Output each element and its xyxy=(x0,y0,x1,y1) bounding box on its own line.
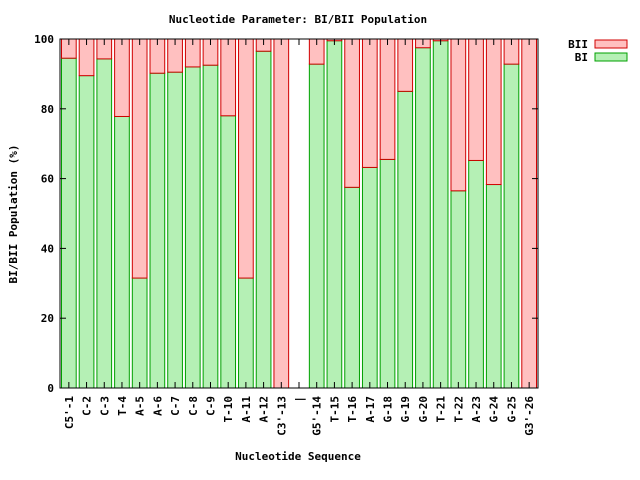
bar-bi-22 xyxy=(450,190,467,389)
x-tick-label-15: T-15 xyxy=(328,396,341,423)
bar-bii-18 xyxy=(379,38,396,160)
bar-bi-9 xyxy=(220,115,237,389)
bar-bi-8 xyxy=(202,64,219,389)
bar-bi-11 xyxy=(255,50,272,389)
x-tick-label-7: C-8 xyxy=(187,396,200,416)
x-tick-label-20: G-20 xyxy=(417,396,430,423)
bar-bii-26 xyxy=(521,38,538,389)
x-tick-label-17: A-17 xyxy=(364,396,377,423)
x-tick-label-0: C5'-1 xyxy=(63,396,76,429)
bar-bii-17 xyxy=(361,38,378,168)
x-tick-label-6: C-7 xyxy=(169,396,182,416)
bar-bi-19 xyxy=(397,90,414,389)
bar-bi-2 xyxy=(96,58,113,389)
y-tick-label-5: 100 xyxy=(34,33,54,46)
x-tick-label-23: A-23 xyxy=(470,396,483,423)
bar-bi-6 xyxy=(167,71,183,389)
bar-bi-1 xyxy=(78,75,95,389)
x-tick-label-19: G-19 xyxy=(399,396,412,423)
x-tick-label-10: A-11 xyxy=(240,396,253,423)
x-tick-label-22: T-22 xyxy=(452,396,465,423)
bar-bii-19 xyxy=(397,38,414,92)
legend-swatch-bii xyxy=(594,39,628,49)
legend-label-bi: BI xyxy=(575,51,588,64)
bar-bii-22 xyxy=(450,38,467,192)
x-tick-label-16: T-16 xyxy=(346,396,359,423)
y-axis-label: BI/BII Population (%) xyxy=(7,144,20,283)
x-tick-label-1: C-2 xyxy=(81,396,94,416)
bar-bi-15 xyxy=(326,40,343,389)
y-tick-label-2: 40 xyxy=(41,242,54,255)
x-tick-label-12: C3'-13 xyxy=(275,396,288,436)
bar-bi-3 xyxy=(114,115,130,389)
x-tick-label-4: A-5 xyxy=(134,396,147,416)
bar-bi-7 xyxy=(184,66,201,389)
bars-group xyxy=(61,38,538,389)
bar-bii-23 xyxy=(468,38,484,161)
x-tick-label-24: G-24 xyxy=(488,396,501,423)
bar-bii-16 xyxy=(344,38,360,188)
bar-bi-20 xyxy=(415,47,431,389)
y-tick-label-0: 0 xyxy=(47,382,54,395)
bar-bi-4 xyxy=(131,277,148,389)
bar-bii-3 xyxy=(114,38,130,117)
y-tick-label-1: 20 xyxy=(41,312,54,325)
x-axis-label: Nucleotide Sequence xyxy=(235,450,361,463)
bar-bi-23 xyxy=(468,159,484,389)
x-tick-label-21: T-21 xyxy=(435,396,448,423)
x-tick-label-2: C-3 xyxy=(98,396,111,416)
bar-bii-12 xyxy=(273,38,290,389)
bar-bi-25 xyxy=(503,63,520,389)
bar-bi-18 xyxy=(379,158,396,389)
x-tick-label-8: C-9 xyxy=(204,396,217,416)
x-tick-label-13: | xyxy=(293,396,306,403)
bar-bi-21 xyxy=(432,40,449,389)
x-tick-label-9: T-10 xyxy=(222,396,235,423)
x-tick-label-26: G3'-26 xyxy=(523,396,536,436)
bar-bii-9 xyxy=(220,38,237,117)
bar-bii-4 xyxy=(131,38,148,279)
legend-swatch-bi xyxy=(594,52,628,62)
bar-bi-10 xyxy=(238,277,254,389)
plot-frame xyxy=(59,38,539,389)
bar-bi-14 xyxy=(308,63,325,389)
bar-bii-24 xyxy=(485,38,502,186)
x-tick-label-18: G-18 xyxy=(382,396,395,423)
bar-bi-17 xyxy=(361,166,378,389)
x-tick-label-11: A-12 xyxy=(258,396,271,423)
x-tick-label-5: A-6 xyxy=(151,396,164,416)
bar-bi-5 xyxy=(149,72,166,389)
bar-bii-10 xyxy=(238,38,254,279)
y-tick-label-3: 60 xyxy=(41,173,54,186)
bar-bi-0 xyxy=(61,57,77,389)
chart-title: Nucleotide Parameter: BI/BII Population xyxy=(169,13,427,26)
x-tick-label-14: G5'-14 xyxy=(311,396,324,436)
bar-bi-16 xyxy=(344,186,360,389)
x-tick-label-3: T-4 xyxy=(116,396,129,416)
y-axis-ticks: 0 20 40 60 80 100 xyxy=(34,33,538,395)
x-tick-label-25: G-25 xyxy=(505,396,518,423)
y-tick-label-4: 80 xyxy=(41,103,54,116)
bar-bi-24 xyxy=(485,184,502,389)
legend-label-bii: BII xyxy=(568,38,588,51)
x-axis-ticks: C5'-1 C-2 C-3 T-4 A-5 A-6 C-7 C-8 C-9 T-10 A-11 A-1… xyxy=(63,39,536,436)
